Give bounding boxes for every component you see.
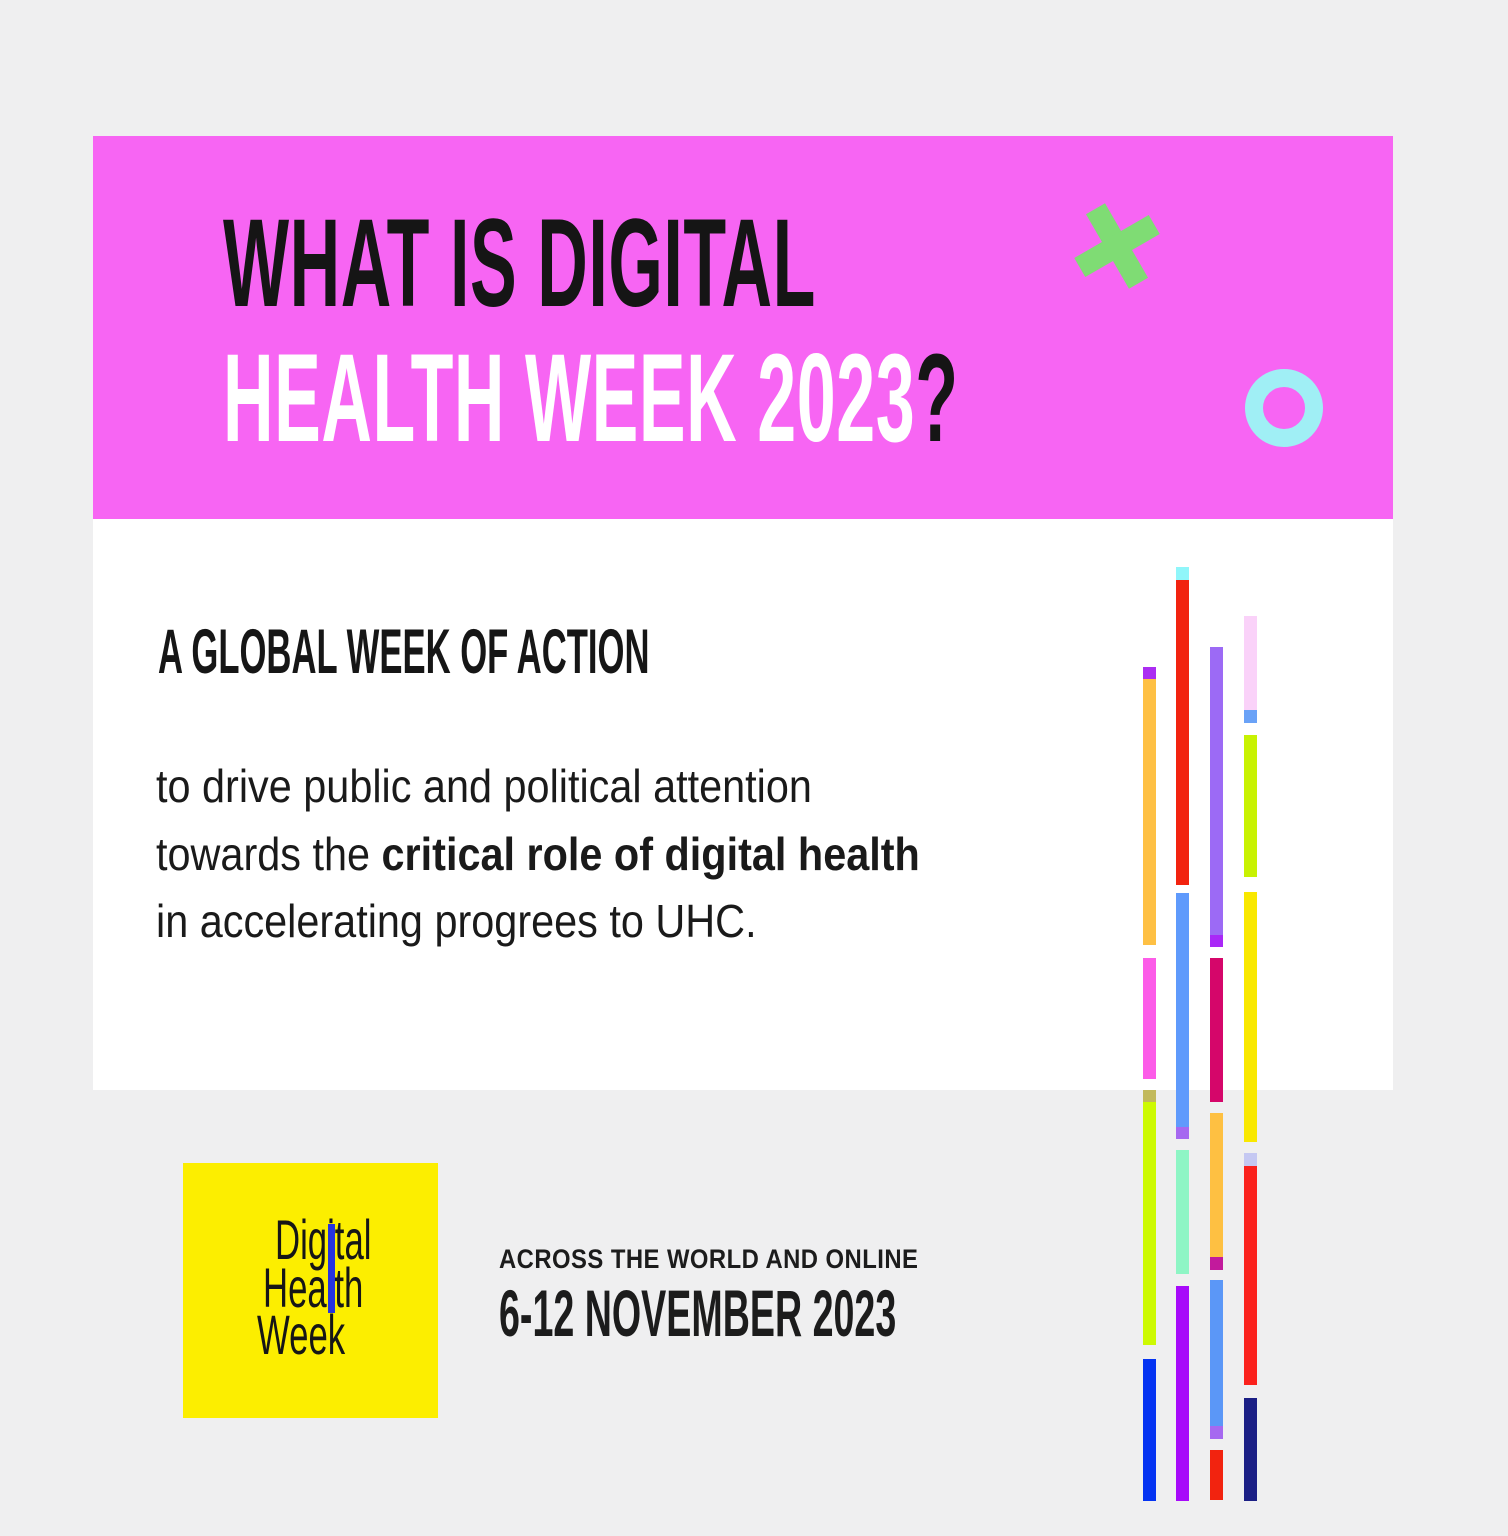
- logo-accent-line: [328, 1224, 335, 1313]
- logo-line-digital: Digital: [275, 1208, 372, 1271]
- footer-tagline: ACROSS THE WORLD AND ONLINE: [499, 1244, 919, 1274]
- page-title: WHAT IS DIGITAL HEALTH WEEK 2023?: [223, 196, 1508, 466]
- body-line-3: in accelerating progrees to UHC.: [156, 888, 920, 956]
- confetti-bar-segment: [1210, 1426, 1223, 1439]
- title-line-2: HEALTH WEEK 2023?: [223, 331, 959, 466]
- title-line-2-text: HEALTH WEEK 2023: [223, 329, 916, 468]
- title-line-1: WHAT IS DIGITAL: [223, 194, 816, 333]
- confetti-bar-segment: [1244, 1166, 1257, 1385]
- confetti-bar-segment: [1176, 1127, 1189, 1139]
- body-line-1: to drive public and political attention: [156, 753, 920, 821]
- confetti-bar-segment: [1244, 1398, 1257, 1501]
- confetti-bar-segment: [1244, 1153, 1257, 1166]
- logo-line-week: Week: [257, 1303, 346, 1366]
- section-heading: A GLOBAL WEEK OF ACTION: [158, 617, 650, 687]
- confetti-bar-segment: [1210, 1450, 1223, 1500]
- body-line-3-text: in accelerating progrees to UHC.: [156, 895, 757, 947]
- confetti-bar-segment: [1210, 1257, 1223, 1270]
- confetti-bar-segment: [1176, 1286, 1189, 1501]
- body-line-1-text: to drive public and political attention: [156, 760, 812, 812]
- ring-icon: [1245, 369, 1323, 447]
- confetti-bar-segment: [1176, 1150, 1189, 1274]
- footer-dates: 6-12 NOVEMBER 2023: [499, 1276, 897, 1350]
- confetti-bar-segment: [1143, 1359, 1156, 1501]
- logo-digital-health-week: Digital Health Week: [183, 1163, 438, 1418]
- title-question-mark: ?: [915, 329, 959, 468]
- confetti-bar-segment: [1143, 1090, 1156, 1102]
- cross-icon: [1074, 203, 1160, 289]
- body-line-2-bold: critical role of digital health: [381, 827, 920, 880]
- logo-line-health: Health: [263, 1256, 364, 1319]
- confetti-bar-segment: [1210, 1113, 1223, 1257]
- body-line-2: towards the critical role of digital hea…: [156, 821, 920, 889]
- confetti-bar-segment: [1143, 1102, 1156, 1345]
- body-paragraph: to drive public and political attention …: [156, 753, 920, 956]
- content-panel: A GLOBAL WEEK OF ACTION to drive public …: [93, 519, 1393, 1090]
- confetti-bar-segment: [1210, 1280, 1223, 1426]
- body-line-2-regular: towards the: [156, 827, 382, 880]
- banner: WHAT IS DIGITAL HEALTH WEEK 2023?: [93, 136, 1393, 519]
